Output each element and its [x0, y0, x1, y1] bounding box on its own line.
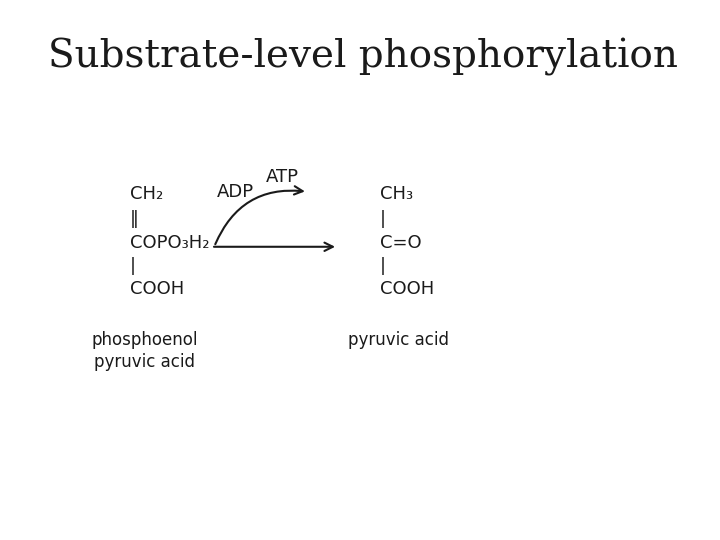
- Text: CH₃: CH₃: [380, 185, 413, 204]
- Text: COOH: COOH: [380, 280, 434, 298]
- Text: ATP: ATP: [266, 168, 299, 186]
- Text: COOH: COOH: [130, 280, 184, 298]
- Text: |: |: [380, 256, 386, 275]
- Text: ADP: ADP: [217, 183, 254, 201]
- Text: phosphoenol: phosphoenol: [91, 331, 198, 349]
- Text: pyruvic acid: pyruvic acid: [94, 353, 195, 371]
- Text: pyruvic acid: pyruvic acid: [348, 331, 449, 349]
- Text: |: |: [130, 256, 136, 275]
- Text: |: |: [380, 210, 386, 228]
- Text: CH₂: CH₂: [130, 185, 163, 204]
- Text: C=O: C=O: [380, 234, 422, 252]
- Text: ‖: ‖: [130, 210, 139, 228]
- Text: COPO₃H₂: COPO₃H₂: [130, 234, 210, 252]
- Text: Substrate-level phosphorylation: Substrate-level phosphorylation: [48, 38, 678, 76]
